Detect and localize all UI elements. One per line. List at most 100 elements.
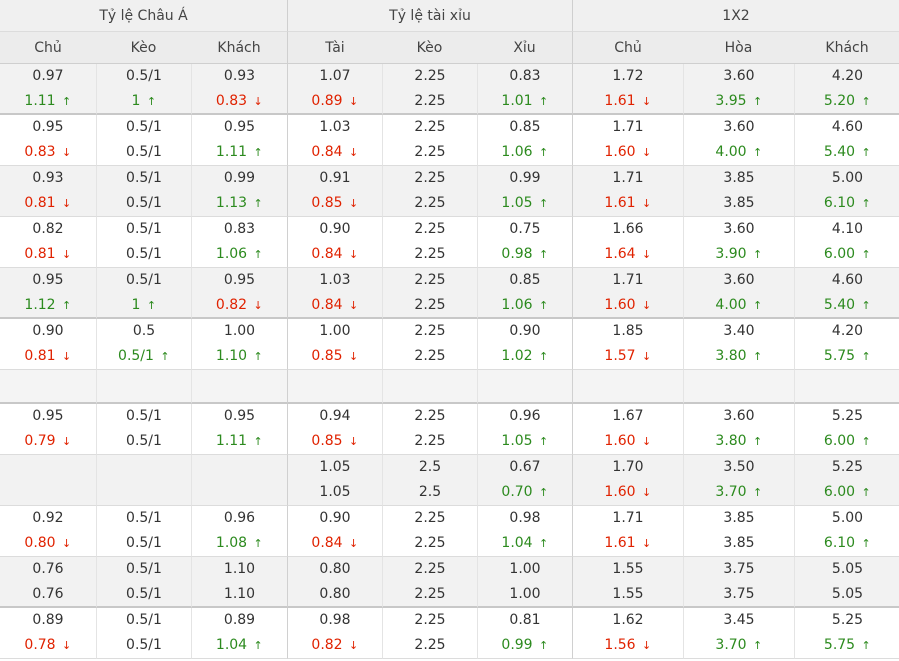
opening-odds: 1.00 [224,319,255,344]
cell-line: 2.25 2.25 [382,115,477,166]
odds-value: 0.94 [319,408,351,424]
odds-value: 1.04 [501,535,533,551]
arrow-down-icon: ↓ [641,350,652,363]
opening-odds: 0.5/1 [126,608,162,633]
odds-value: 0.90 [319,221,351,237]
cell-home: 0.93 0.81 ↓ [0,166,96,217]
odds-value: 0.91 [319,170,351,186]
odds-value: 2.25 [414,246,446,262]
arrow-up-icon: ↑ [861,350,871,363]
arrow-down-icon: ↓ [641,486,652,499]
cell-away: 0.93 0.83 ↓ [191,64,287,115]
arrow-up-icon: ↑ [146,298,157,312]
odds-value: 1.67 [612,408,644,424]
live-odds: 3.90 ↑ [715,242,762,267]
opening-odds: 2.25 [414,557,445,582]
cell-under: 0.85 1.06 ↑ [477,268,572,319]
opening-odds: 0.96 [224,506,255,531]
odds-value: 1.13 [215,195,248,211]
live-odds: 0.76 [32,582,63,607]
odds-value: 4.20 [831,323,864,339]
cell-under: 0.81 0.99 ↑ [477,608,572,659]
odds-value: 1.00 [223,323,256,339]
odds-value: 0.81 [509,612,541,628]
live-odds: 0.80 ↓ [24,531,71,556]
cell-x12-away: 5.00 6.10 ↑ [794,166,899,217]
cell-x12-away: 5.25 6.00 ↑ [794,455,899,506]
odds-value: 1.10 [215,348,248,364]
odds-value: 5.00 [831,510,864,526]
opening-odds: 0.5/1 [126,268,162,293]
cell-over: 0.98 0.82 ↓ [287,608,382,659]
col-header-1x2-home: Chủ [572,32,683,64]
odds-value: 0.92 [32,510,64,526]
odds-value: 2.25 [414,92,446,109]
odds-value: 4.20 [831,67,864,84]
live-odds: 1.11 ↑ [216,140,263,165]
arrow-down-icon: ↓ [348,435,359,448]
live-odds: 3.75 [723,582,754,607]
arrow-down-icon: ↓ [348,639,359,652]
opening-odds: 1.00 [319,319,350,344]
opening-odds: 0.90 [319,217,350,242]
cell-x12-away: 5.05 5.05 [794,557,899,608]
odds-value: 0.98 [509,510,541,526]
live-odds: 0.81 ↓ [24,344,71,369]
arrow-up-icon: ↑ [253,146,263,159]
odds-value: 0.85 [509,271,541,288]
cell-under: 0.90 1.02 ↑ [477,319,572,370]
live-odds: 1.01 ↑ [501,89,548,114]
odds-value: 3.60 [723,221,755,237]
odds-value: 1.55 [612,585,644,602]
cell-line: 2.25 2.25 [382,319,477,370]
odds-value: 6.00 [823,484,856,500]
odds-value: 6.10 [823,535,856,551]
odds-value: 1.57 [604,348,636,364]
live-odds: 1.55 [612,582,643,607]
odds-value: 1.11 [24,92,56,109]
cell-x12-home: 1.67 1.60 ↓ [572,404,683,455]
odds-value: 4.10 [831,221,864,237]
odds-value: 0.99 [501,637,533,653]
cell-draw: 3.45 3.70 ↑ [683,608,794,659]
odds-value: 0.70 [501,484,533,500]
opening-odds: 0.95 [224,404,255,429]
cell-x12-away: 4.20 5.20 ↑ [794,64,899,115]
live-odds: 0.80 [319,582,350,607]
cell-handicap: 0.5/1 0.5/1 [96,506,191,557]
live-odds: 0.5/1 ↑ [118,344,170,369]
opening-odds: 0.75 [509,217,540,242]
odds-value: 0.90 [509,323,541,339]
live-odds: 1.60 ↓ [604,140,651,165]
arrow-up-icon: ↑ [253,639,263,652]
odds-value: 1 [131,92,141,109]
arrow-up-icon: ↑ [861,639,871,652]
odds-value: 0.81 [24,246,56,262]
opening-odds: 0.95 [32,268,63,293]
opening-odds: 0.90 [319,506,350,531]
odds-value: 0.93 [32,170,64,186]
live-odds: 1.61 ↓ [604,531,651,556]
live-odds: 1.64 ↓ [604,242,651,267]
cell-x12-home: 1.71 1.61 ↓ [572,166,683,217]
opening-odds: 2.25 [414,64,445,89]
arrow-down-icon: ↓ [61,197,72,210]
cell-away: 0.96 1.08 ↑ [191,506,287,557]
cell-home: 0.90 0.81 ↓ [0,319,96,370]
cell-home: 0.95 0.79 ↓ [0,404,96,455]
odds-value: 0.98 [501,246,533,262]
cell-over [287,370,382,404]
odds-value: 0.95 [223,271,256,288]
odds-value: 3.80 [715,348,747,364]
opening-odds: 5.00 [832,506,863,531]
odds-value: 0.67 [509,459,541,475]
odds-value: 3.85 [723,170,755,186]
live-odds: 5.05 [832,582,863,607]
cell-home: 0.89 0.78 ↓ [0,608,96,659]
cell-draw: 3.40 3.80 ↑ [683,319,794,370]
odds-value: 2.25 [414,612,446,628]
arrow-up-icon: ↑ [61,94,72,108]
live-odds: 1.56 ↓ [604,633,651,658]
odds-value: 1.05 [501,195,533,211]
opening-odds: 0.93 [224,64,255,89]
